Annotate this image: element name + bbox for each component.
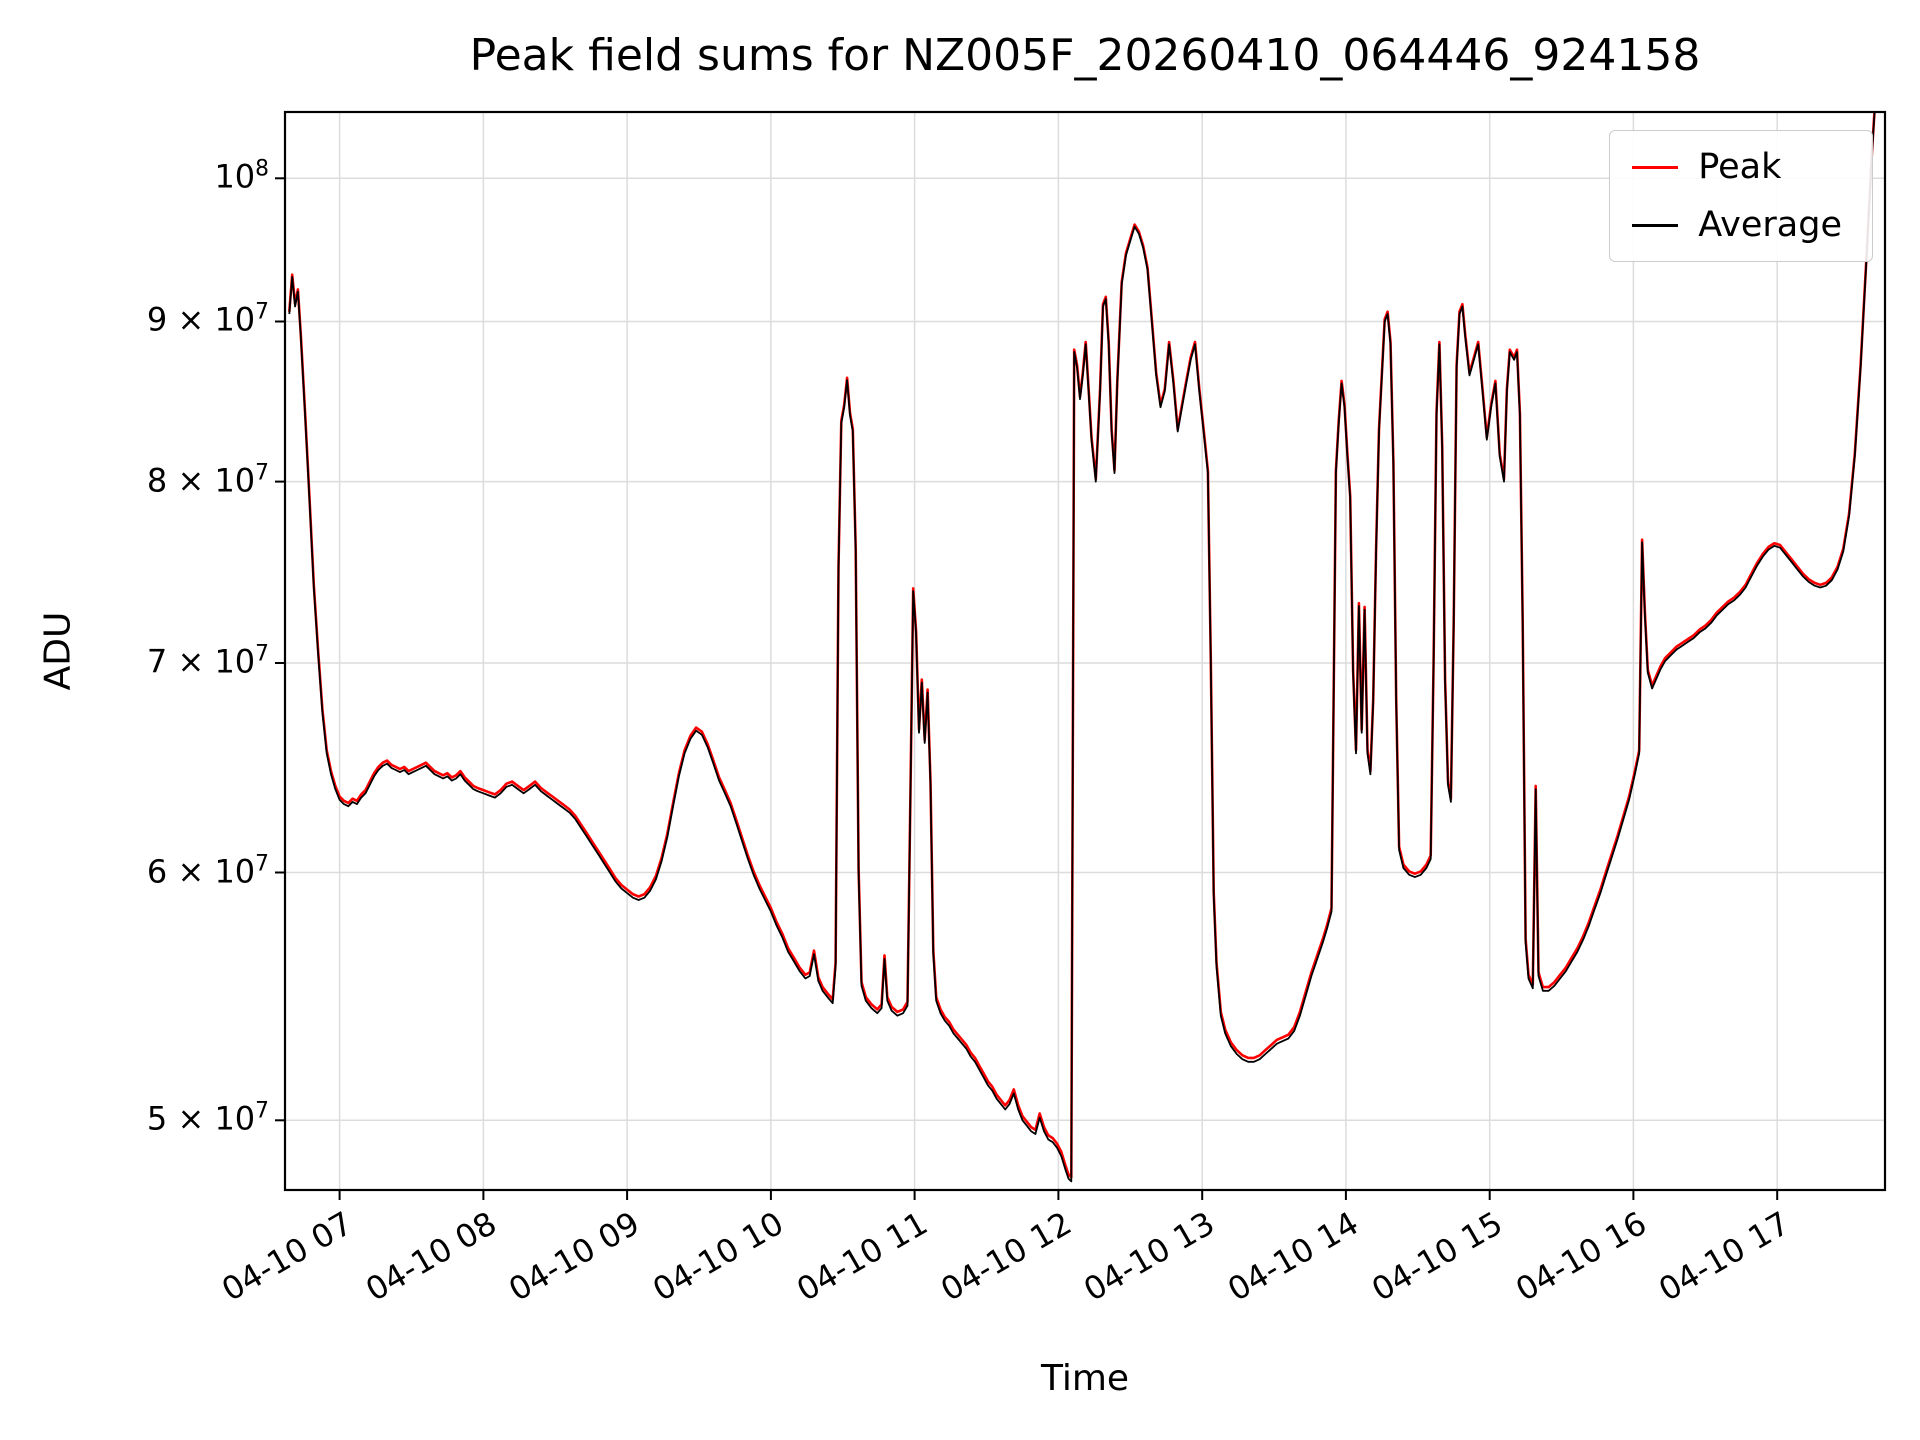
legend-label-peak: Peak <box>1698 147 1782 187</box>
y-tick-label: 5 × 107 <box>146 1099 269 1138</box>
legend-label-average: Average <box>1698 205 1842 245</box>
plot-area <box>275 110 1887 1200</box>
legend: Peak Average <box>1609 130 1873 262</box>
x-tick-label: 04-10 14 <box>1221 1204 1365 1309</box>
x-tick-label: 04-10 16 <box>1508 1204 1653 1309</box>
x-axis-label: Time <box>1040 1358 1130 1399</box>
y-tick-label: 9 × 107 <box>146 300 269 339</box>
chart-title: Peak field sums for NZ005F_20260410_0644… <box>469 30 1701 81</box>
x-tick-label: 04-10 11 <box>790 1204 934 1309</box>
x-tick-label: 04-10 10 <box>646 1204 790 1309</box>
legend-item-peak: Peak <box>1632 147 1842 187</box>
y-tick-label: 7 × 107 <box>146 641 269 681</box>
y-tick-label: 6 × 107 <box>146 851 269 890</box>
x-tick-label: 04-10 15 <box>1365 1204 1509 1309</box>
x-tick-label: 04-10 09 <box>502 1204 647 1309</box>
y-tick-label: 108 <box>214 157 269 196</box>
average-line-swatch-icon <box>1632 223 1679 227</box>
y-axis-label: ADU <box>37 611 79 691</box>
peak-line-swatch-icon <box>1632 165 1679 169</box>
x-tick-label: 04-10 13 <box>1077 1204 1222 1309</box>
x-tick-label: 04-10 12 <box>933 1204 1078 1309</box>
x-tick-label: 04-10 08 <box>358 1204 503 1309</box>
x-tick-label: 04-10 07 <box>215 1204 359 1309</box>
legend-item-average: Average <box>1632 205 1842 245</box>
y-tick-label: 8 × 107 <box>146 460 269 499</box>
x-tick-label: 04-10 17 <box>1652 1204 1797 1309</box>
